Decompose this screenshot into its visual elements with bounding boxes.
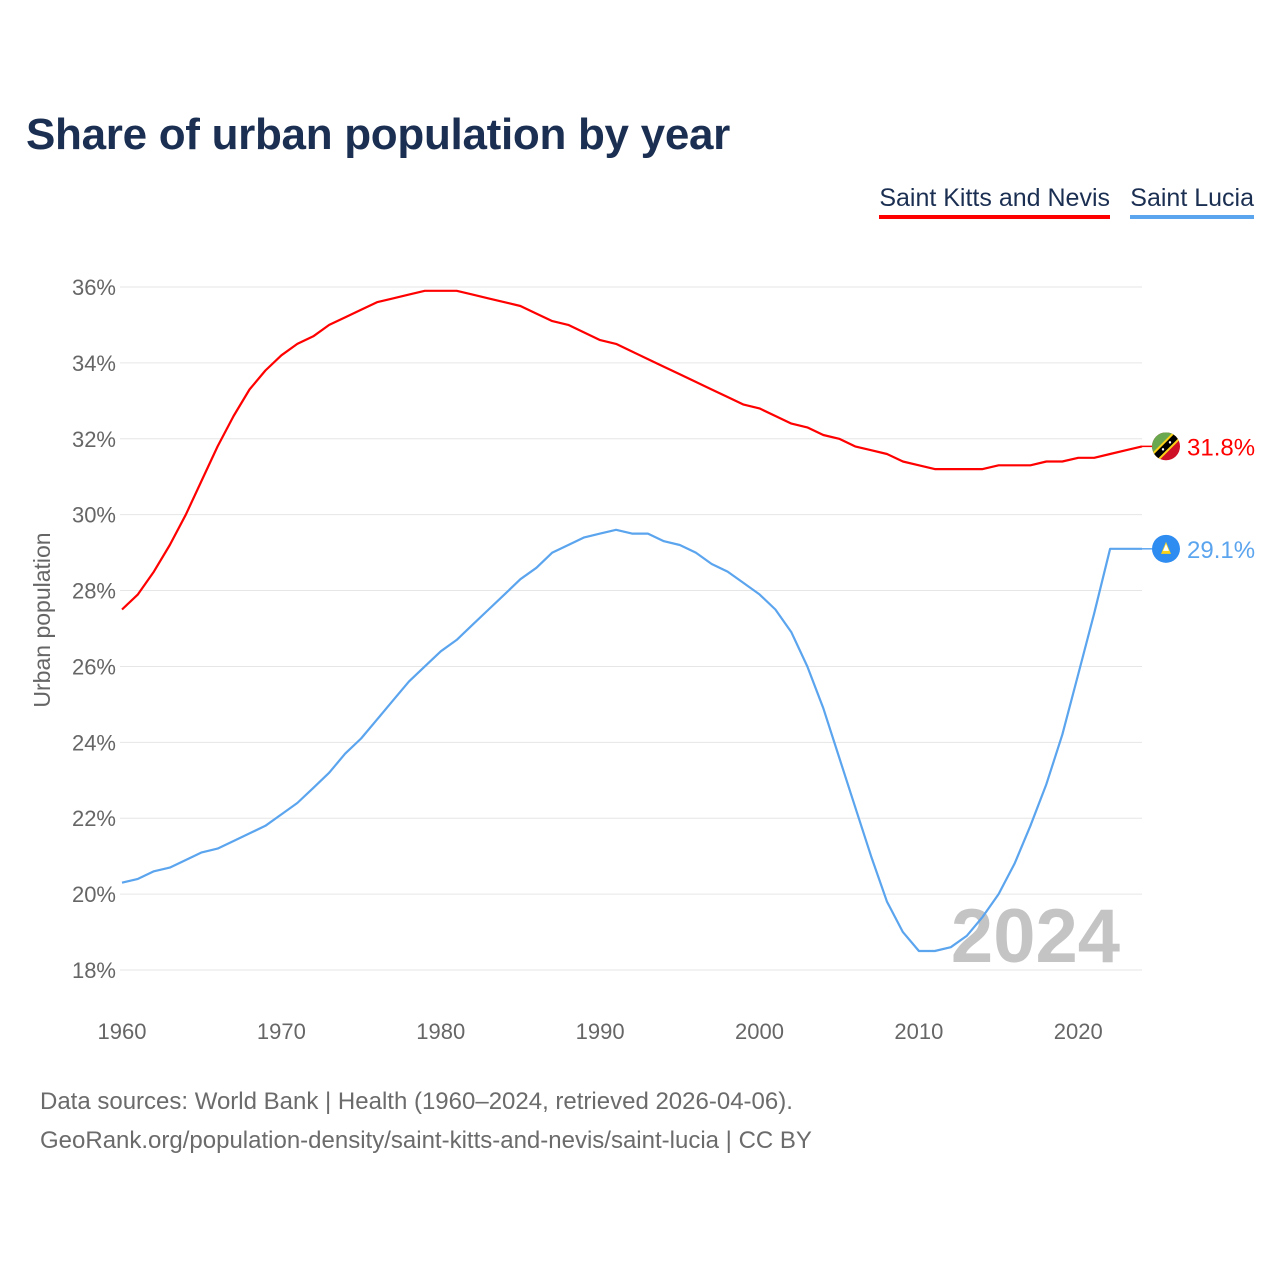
y-tick-label: 26%	[72, 654, 116, 679]
y-tick-label: 30%	[72, 503, 116, 528]
footer-source: Data sources: World Bank | Health (1960–…	[40, 1088, 793, 1115]
saint-lucia-flag-inner	[1163, 543, 1169, 551]
x-tick-label: 1970	[257, 1019, 306, 1044]
legend-saint-kitts-and-nevis[interactable]: Saint Kitts and Nevis	[879, 184, 1110, 219]
y-tick-label: 20%	[72, 882, 116, 907]
x-tick-label: 2000	[735, 1019, 784, 1044]
x-tick-label: 1960	[98, 1019, 147, 1044]
y-tick-label: 36%	[72, 275, 116, 300]
year-watermark: 2024	[951, 894, 1120, 979]
y-tick-label: 18%	[72, 958, 116, 983]
y-tick-label: 34%	[72, 351, 116, 376]
y-axis-label: Urban population	[29, 532, 55, 707]
y-tick-label: 28%	[72, 579, 116, 604]
x-tick-label: 2010	[894, 1019, 943, 1044]
x-tick-label: 1990	[576, 1019, 625, 1044]
x-tick-label: 1980	[416, 1019, 465, 1044]
y-tick-label: 22%	[72, 806, 116, 831]
y-tick-label: 32%	[72, 427, 116, 452]
series-line-saint-kitts-and-nevis	[121, 289, 1143, 611]
x-tick-label: 2020	[1054, 1019, 1103, 1044]
end-value-label: 31.8%	[1187, 434, 1255, 461]
series-line-saint-lucia	[121, 528, 1142, 953]
end-value-label: 29.1%	[1187, 537, 1255, 564]
footer-link[interactable]: GeoRank.org/population-density/saint-kit…	[40, 1127, 812, 1154]
saint-kitts-and-nevis-flag-icon	[1152, 432, 1180, 461]
legend-saint-lucia[interactable]: Saint Lucia	[1130, 184, 1254, 219]
chart-title: Share of urban population by year	[26, 110, 730, 159]
y-tick-label: 24%	[72, 730, 116, 755]
